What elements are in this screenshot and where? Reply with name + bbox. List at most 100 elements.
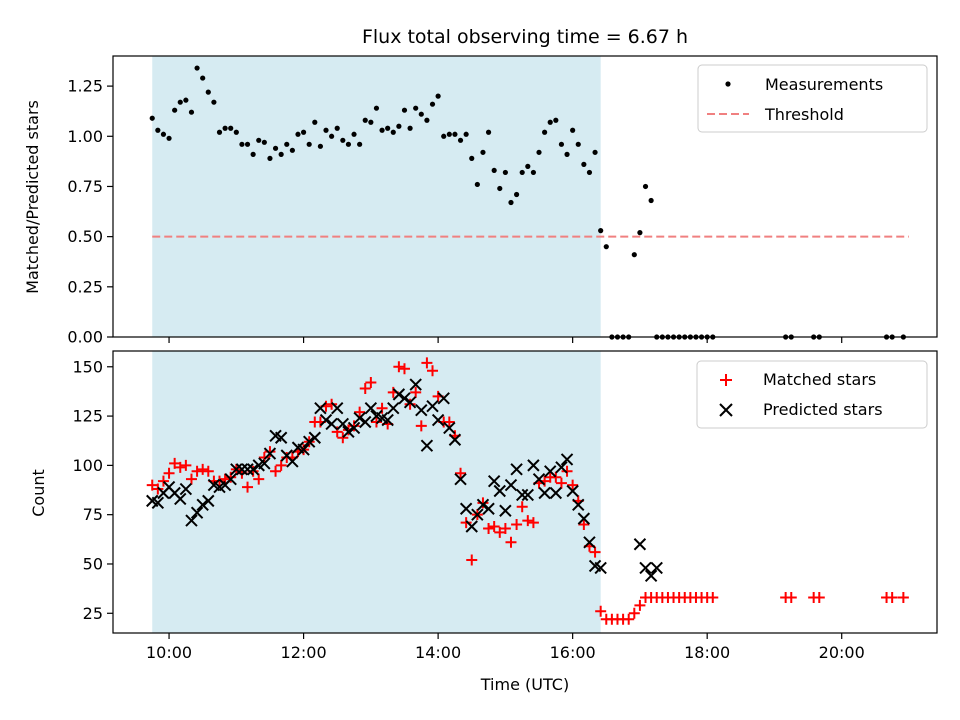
measurements-legend-label: Measurements [765, 75, 883, 94]
predicted-star-point [644, 569, 658, 583]
top-panel: 0.00 0.25 0.50 0.75 1.00 1.25 Matched/Predict… [23, 55, 938, 347]
measurement-point [480, 149, 486, 155]
measurement-point [407, 125, 413, 131]
predicted-star-point [515, 488, 529, 502]
matched-star-point [634, 599, 646, 611]
measurement-point [536, 149, 542, 155]
matched-star-point [163, 467, 175, 479]
predicted-star-point [359, 415, 372, 429]
predicted-star-point [510, 463, 523, 476]
matched-star-point [242, 481, 254, 493]
predicted-star-point [459, 502, 473, 515]
predicted-star-point [633, 538, 647, 551]
x-tick-label: 20:00 [819, 643, 865, 662]
predicted-star-point [387, 401, 400, 415]
predicted-star-point [190, 506, 204, 519]
predicted-stars-points [146, 378, 663, 583]
measurement-point [244, 141, 251, 147]
measurement-point [525, 163, 531, 169]
predicted-star-point [235, 463, 249, 476]
predicted-star-point [594, 561, 607, 575]
predicted-star-point [521, 488, 535, 502]
predicted-star-point [364, 401, 378, 415]
x-axis-label: Time (UTC) [480, 675, 569, 694]
measurement-point [300, 129, 307, 135]
x-tick-label: 18:00 [684, 643, 730, 662]
predicted-star-point [426, 400, 439, 413]
measurement-point [177, 99, 183, 105]
measurement-point [642, 183, 649, 190]
measurement-point [474, 181, 480, 188]
matched-star-point [275, 459, 287, 471]
predicted-star-point [241, 463, 254, 476]
bottom-panel: 25 50 75 100 125 150 10:00 12:00 14:00 16:00 18:0… [29, 350, 938, 694]
measurement-point [513, 191, 520, 198]
matched-star-point [398, 363, 410, 375]
predicted-star-point [258, 457, 271, 470]
bottom-xticks: 10:00 12:00 14:00 16:00 18:00 20:00 [146, 633, 865, 662]
predicted-star-point [246, 463, 260, 476]
y-tick-label: 0.75 [67, 177, 103, 196]
matched-star-point [169, 457, 181, 469]
predicted-star-point [560, 453, 574, 466]
matched-star-point [152, 483, 164, 495]
predicted-star-point [532, 472, 546, 486]
matched-star-point [359, 382, 371, 394]
measurement-point [581, 161, 587, 167]
measurement-point [228, 125, 234, 131]
y-tick-label: 75 [83, 505, 103, 524]
matched-star-point [415, 420, 427, 432]
top-axes-frame [112, 55, 938, 338]
matched-star-point [516, 501, 528, 513]
measurement-point [508, 199, 514, 206]
measurement-point [329, 133, 335, 139]
predicted-star-point [398, 392, 411, 405]
measurement-point [155, 127, 161, 133]
predicted-star-point [314, 401, 327, 415]
matched-star-point [455, 467, 467, 479]
measurement-point [418, 111, 424, 117]
measurement-point [396, 123, 402, 129]
matched-star-point [393, 361, 405, 373]
matched-star-point [561, 465, 573, 477]
predicted-star-point [151, 496, 165, 510]
measurement-point [485, 129, 492, 135]
matched-star-point [174, 461, 186, 473]
matched-star-point [443, 416, 455, 428]
bottom-axes-frame [112, 350, 938, 634]
predicted-star-point [297, 443, 310, 456]
predicted-star-point [381, 413, 394, 427]
x-tick-label: 16:00 [550, 643, 596, 662]
measurement-point [200, 75, 206, 81]
matched-star-point [202, 465, 214, 477]
matched-star-point [157, 475, 169, 487]
threshold-legend-label: Threshold [764, 105, 844, 124]
predicted-star-point [331, 401, 344, 415]
measurement-point [441, 133, 447, 139]
predicted-star-point [476, 498, 490, 512]
top-y-axis-label: Matched/Predicted stars [23, 100, 42, 294]
predicted-star-point [409, 378, 422, 391]
measurement-point [250, 151, 256, 157]
measurement-point [519, 169, 525, 176]
predicted-star-point [437, 392, 450, 405]
matched-star-point [466, 554, 478, 566]
measurement-point [558, 141, 565, 147]
measurement-point [497, 185, 503, 192]
top-yticks: 0.00 0.25 0.50 0.75 1.00 1.25 [67, 77, 113, 347]
bottom-observing-span [152, 351, 601, 633]
measurement-point [188, 109, 195, 115]
top-legend: Measurements Threshold [697, 64, 928, 133]
predicted-star-point [454, 472, 467, 486]
measurement-point [575, 141, 581, 147]
matched-star-point [191, 465, 203, 477]
predicted-star-point [471, 508, 484, 521]
top-legend-box [697, 64, 928, 133]
predicted-star-point [224, 472, 237, 486]
predicted-star-point [174, 492, 187, 506]
measurement-point [334, 125, 340, 131]
measurement-point [637, 230, 643, 236]
predicted-star-point [650, 561, 663, 575]
measurement-point [205, 89, 211, 95]
measurement-point [491, 167, 497, 174]
